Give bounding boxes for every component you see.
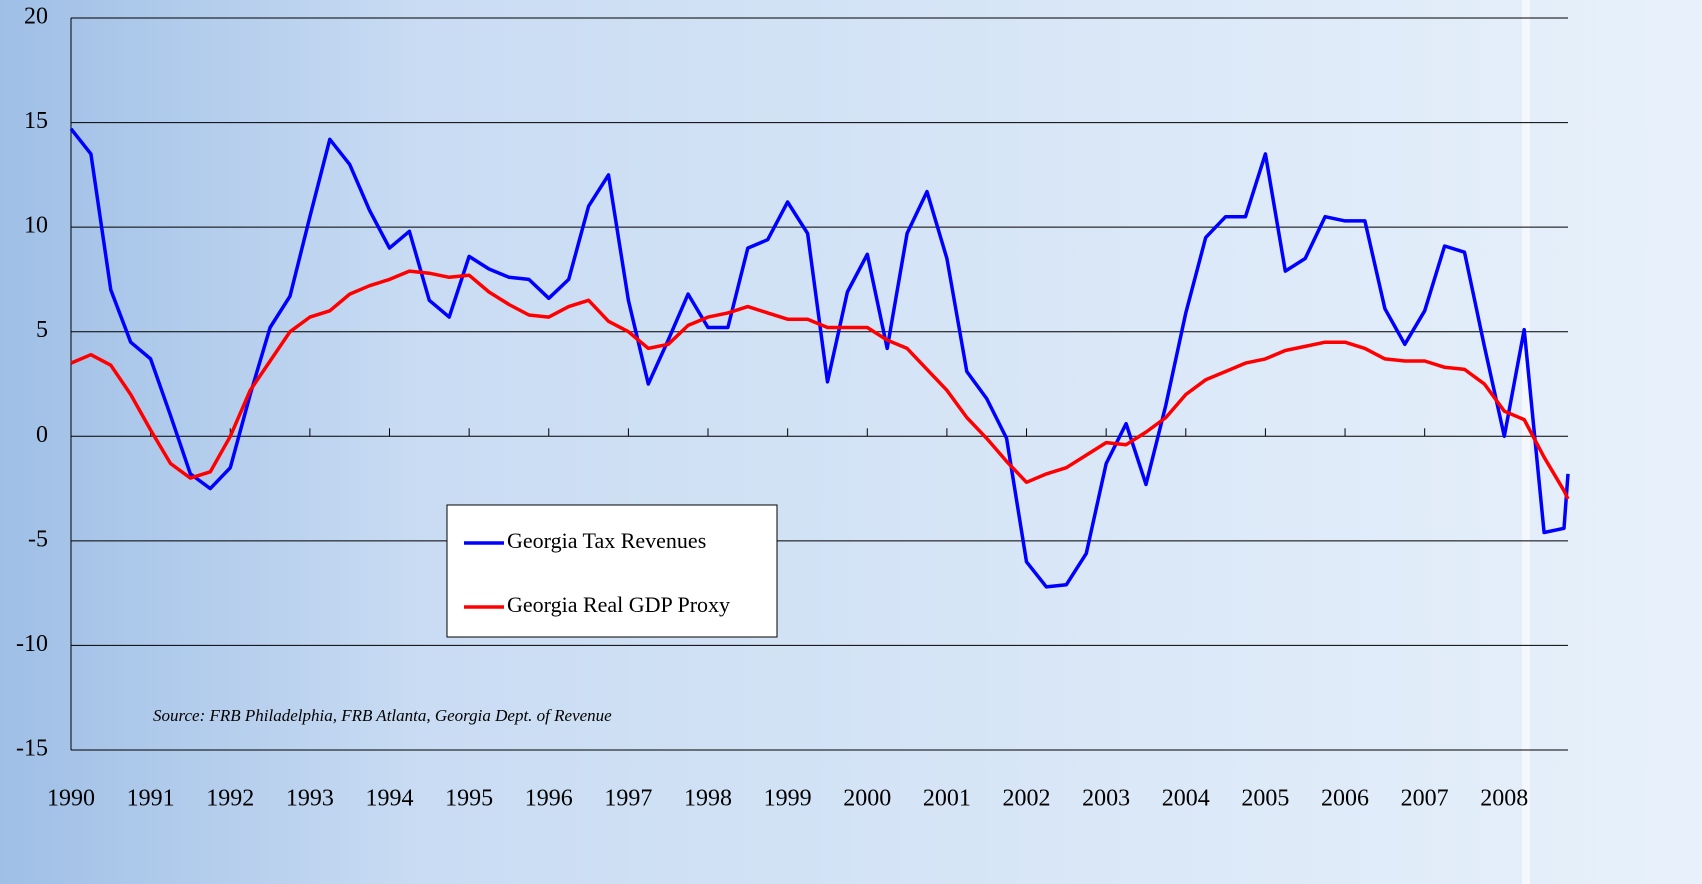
y-tick-label: -10 xyxy=(16,631,48,657)
y-tick-label: 5 xyxy=(36,317,48,343)
legend-box xyxy=(446,504,778,638)
x-tick-label: 1999 xyxy=(764,786,812,812)
x-tick-label: 1991 xyxy=(127,786,175,812)
x-tick-label: 2007 xyxy=(1401,786,1449,812)
y-tick-label: 15 xyxy=(24,108,48,134)
source-note: Source: FRB Philadelphia, FRB Atlanta, G… xyxy=(153,706,612,725)
x-tick-label: 2006 xyxy=(1321,786,1369,812)
x-tick-label: 1996 xyxy=(525,786,573,812)
x-tick-label: 1993 xyxy=(286,786,334,812)
x-tick-label: 1997 xyxy=(604,786,652,812)
y-tick-label: -5 xyxy=(28,526,48,552)
y-tick-label: -15 xyxy=(16,736,48,762)
x-tick-label: 2002 xyxy=(1003,786,1051,812)
y-tick-label: 20 xyxy=(24,4,48,30)
series-line xyxy=(69,127,1570,589)
x-tick-label: 1995 xyxy=(445,786,493,812)
series-line xyxy=(70,269,1570,500)
legend-label: Georgia Real GDP Proxy xyxy=(507,592,730,617)
x-tick-label: 1990 xyxy=(47,786,95,812)
legend-label: Georgia Tax Revenues xyxy=(507,528,706,553)
y-tick-label: 0 xyxy=(36,422,48,448)
y-tick-label: 10 xyxy=(24,213,48,239)
x-tick-label: 2000 xyxy=(843,786,891,812)
x-tick-label: 2001 xyxy=(923,786,971,812)
stripe xyxy=(1522,0,1530,884)
x-tick-label: 1998 xyxy=(684,786,732,812)
x-tick-label: 2005 xyxy=(1241,786,1289,812)
x-tick-label: 1992 xyxy=(206,786,254,812)
x-tick-label: 1994 xyxy=(366,786,414,812)
x-tick-label: 2003 xyxy=(1082,786,1130,812)
x-tick-label: 2008 xyxy=(1480,786,1528,812)
x-tick-label: 2004 xyxy=(1162,786,1210,812)
